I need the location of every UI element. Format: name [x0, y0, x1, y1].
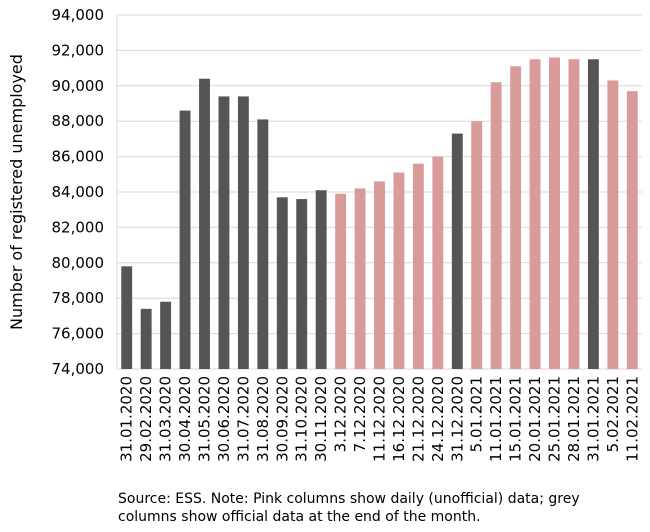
y-tick-label: 92,000 [52, 41, 105, 59]
x-tick-label: 16.12.2020 [390, 376, 408, 462]
source-note: Source: ESS. Note: Pink columns show dai… [118, 491, 580, 525]
bars [121, 57, 638, 370]
bar-official [451, 133, 463, 369]
bar-official [237, 96, 249, 370]
x-tick-label: 11.01.2021 [487, 376, 505, 462]
x-tick-label: 7.12.2020 [351, 376, 369, 452]
bar-official [140, 308, 152, 369]
bar-official [160, 301, 172, 369]
bar-official [587, 59, 599, 369]
bar-daily [374, 181, 385, 369]
x-tick-label: 31.01.2021 [584, 376, 602, 462]
y-axis-label: Number of registered unemployed [7, 54, 26, 330]
bar-official [296, 199, 308, 369]
bar-official [179, 110, 191, 369]
x-tick-label: 5.01.2021 [468, 376, 486, 452]
y-tick-label: 86,000 [52, 148, 105, 166]
bar-chart: 74,000 76,000 78,000 80,000 82,000 84,000 86,0… [7, 6, 642, 462]
x-tick-label: 30.09.2020 [273, 376, 291, 462]
x-tick-label: 30.06.2020 [215, 376, 233, 462]
bar-official [315, 190, 327, 369]
bar-official [276, 197, 288, 369]
y-tick-label: 82,000 [52, 218, 105, 236]
x-tick-label: 31.07.2020 [234, 376, 252, 462]
y-tick-label: 90,000 [52, 77, 105, 95]
x-tick-label: 28.01.2021 [565, 376, 583, 462]
x-tick-label: 11.12.2020 [371, 376, 389, 462]
y-tick-label: 76,000 [52, 325, 105, 343]
bar-daily [607, 80, 619, 370]
x-tick-label: 31.03.2020 [157, 376, 175, 462]
y-tick-label: 78,000 [52, 289, 105, 307]
x-tick-label: 20.01.2021 [526, 376, 544, 462]
bar-daily [626, 91, 638, 370]
x-tick-label: 31.12.2020 [448, 376, 466, 462]
x-axis-ticks: 31.01.2020 29.02.2020 31.03.2020 30.04.2020… [118, 376, 642, 462]
bar-official [218, 96, 230, 370]
y-tick-label: 94,000 [52, 6, 105, 24]
x-tick-label: 31.01.2020 [118, 376, 136, 462]
x-tick-label: 25.01.2021 [546, 376, 564, 462]
y-tick-label: 80,000 [52, 254, 105, 272]
bar-daily [471, 121, 483, 369]
x-tick-label: 31.08.2020 [254, 376, 272, 462]
y-tick-label: 84,000 [52, 183, 105, 201]
x-tick-label: 11.02.2021 [623, 376, 641, 462]
bar-daily [549, 57, 560, 369]
x-tick-label: 30.04.2020 [176, 376, 194, 462]
bar-official [121, 266, 133, 369]
x-tick-label: 30.11.2020 [312, 376, 330, 462]
bar-official [257, 119, 269, 370]
bar-daily [335, 193, 347, 369]
x-tick-label: 31.10.2020 [293, 376, 311, 462]
x-tick-label: 29.02.2020 [137, 376, 155, 462]
x-tick-label: 3.12.2020 [332, 376, 350, 452]
bar-daily [529, 59, 541, 369]
bar-daily [568, 59, 580, 369]
bar-daily [490, 82, 502, 369]
x-tick-label: 15.01.2021 [507, 376, 525, 462]
y-axis-ticks: 74,000 76,000 78,000 80,000 82,000 84,000 86,0… [52, 6, 105, 378]
bar-daily [510, 66, 522, 369]
bar-daily [393, 172, 405, 369]
y-tick-label: 88,000 [52, 112, 105, 130]
x-tick-label: 31.05.2020 [196, 376, 214, 462]
bar-daily [432, 156, 444, 369]
y-tick-label: 74,000 [52, 360, 105, 378]
bar-daily [412, 163, 424, 369]
x-tick-label: 5.02.2021 [604, 376, 622, 452]
bar-daily [354, 188, 366, 369]
x-tick-label: 21.12.2020 [409, 376, 427, 462]
bar-official [199, 78, 210, 369]
x-tick-label: 24.12.2020 [429, 376, 447, 462]
